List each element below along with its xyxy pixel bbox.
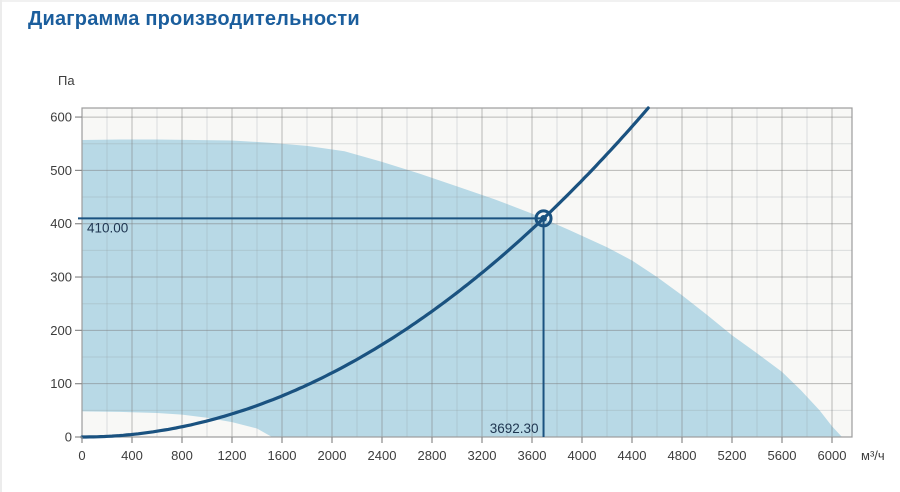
x-tick-label: 1600	[268, 448, 297, 463]
x-tick-label: 800	[171, 448, 193, 463]
x-tick-label: 5600	[768, 448, 797, 463]
x-tick-label: 3200	[468, 448, 497, 463]
crosshair-y-label: 410.00	[87, 220, 128, 235]
operating-point-dot[interactable]	[540, 214, 547, 222]
y-tick-label: 200	[50, 323, 72, 338]
x-tick-label: 3600	[518, 448, 547, 463]
x-tick-label: 4000	[568, 448, 597, 463]
x-tick-label: 6000	[818, 448, 847, 463]
x-tick-label: 2000	[318, 448, 347, 463]
panel-edge-left	[0, 0, 2, 492]
plot-border	[81, 107, 853, 438]
y-tick-label: 0	[65, 430, 72, 445]
x-tick-label: 4800	[668, 448, 697, 463]
x-tick-label: 0	[78, 448, 85, 463]
x-tick-label: 400	[121, 448, 143, 463]
y-tick-label: 100	[50, 376, 72, 391]
y-tick-label: 600	[50, 110, 72, 125]
y-axis-unit-label: Па	[58, 73, 75, 88]
x-axis-unit-label: м³/ч	[861, 448, 885, 463]
operating-point-marker[interactable]	[534, 209, 553, 228]
crosshair-x-label: 3692.30	[490, 421, 539, 436]
panel-edge-top	[0, 0, 900, 2]
y-tick-label: 400	[50, 216, 72, 231]
x-tick-label: 1200	[218, 448, 247, 463]
y-tick-label: 500	[50, 163, 72, 178]
y-tick-label: 300	[50, 270, 72, 285]
x-tick-label: 5200	[718, 448, 747, 463]
system-curve	[80, 106, 650, 439]
x-tick-label: 2800	[418, 448, 447, 463]
chart-title: Диаграмма производительности	[28, 8, 360, 30]
x-tick-label: 2400	[368, 448, 397, 463]
x-tick-label: 4400	[618, 448, 647, 463]
